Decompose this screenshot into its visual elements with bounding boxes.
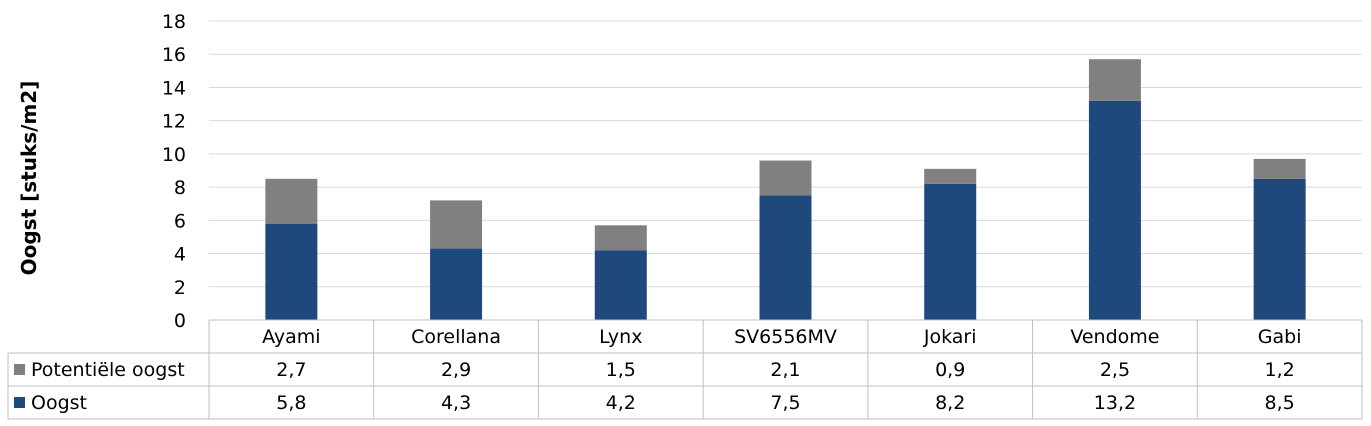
y-tick-label: 12 [162,111,186,133]
y-tick-label: 14 [162,77,186,99]
table-value: 1,2 [1265,359,1295,381]
category-label: Gabi [1258,326,1302,348]
bar-potentiele-oogst [265,178,318,224]
category-label: Jokari [923,326,977,348]
y-axis: 0 2 4 6 8 10 12 14 16 18 [162,11,186,332]
y-tick-label: 4 [174,244,186,266]
y-tick-label: 2 [174,277,186,299]
bar-oogst [430,248,483,320]
bar-potentiele-oogst [1253,158,1306,179]
table-value: 5,8 [276,392,306,414]
bar-potentiele-oogst [430,200,483,249]
y-tick-label: 18 [162,11,186,33]
bar-potentiele-oogst [594,225,647,251]
table-value: 13,2 [1094,392,1136,414]
bar-oogst [265,223,318,320]
table-value: 1,5 [606,359,636,381]
table-value: 2,7 [276,359,306,381]
bar-oogst [759,195,812,320]
legend-key [14,364,25,375]
bar-oogst [1088,100,1141,320]
bar-potentiele-oogst [759,160,812,196]
table-value: 2,1 [770,359,800,381]
table-value: 4,2 [606,392,636,414]
table-value: 2,9 [441,359,471,381]
y-tick-label: 16 [162,44,186,66]
table-value: 8,2 [935,392,965,414]
bar-oogst [1253,178,1306,320]
category-label: Vendome [1070,326,1159,348]
y-tick-label: 0 [174,310,186,332]
bars [265,59,1306,320]
bar-potentiele-oogst [1088,59,1141,101]
table-value: 7,5 [770,392,800,414]
y-tick-label: 6 [174,210,186,232]
y-tick-label: 8 [174,177,186,199]
category-label: Ayami [262,326,320,348]
series-label: Oogst [31,392,87,414]
bar-potentiele-oogst [924,168,977,184]
category-label: Corellana [411,326,501,348]
table-value: 0,9 [935,359,965,381]
table-value: 4,3 [441,392,471,414]
bar-oogst [594,250,647,320]
series-label: Potentiële oogst [31,359,185,381]
legend-key [14,397,25,408]
y-tick-label: 10 [162,144,186,166]
category-label: SV6556MV [734,326,837,348]
bar-oogst [924,183,977,320]
category-label: Lynx [599,326,642,348]
data-table: Ayami Corellana Lynx SV6556MV Jokari Vendome G… [7,319,1363,420]
y-axis-title: Oogst [stuks/m2] [17,81,41,276]
table-value: 2,5 [1100,359,1130,381]
gridlines [209,20,1362,288]
table-value: 8,5 [1265,392,1295,414]
